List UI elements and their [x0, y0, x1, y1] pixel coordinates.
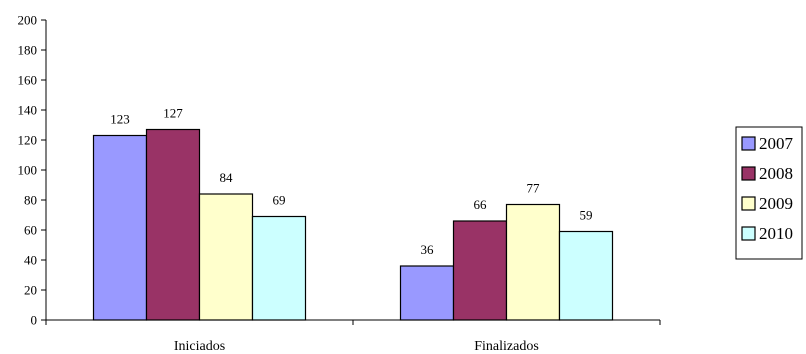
bar-2009-iniciados — [198, 193, 254, 321]
y-tick-label: 100 — [18, 163, 38, 178]
legend: 2007 2008 2009 2010 — [735, 126, 803, 260]
data-label: 77 — [527, 181, 541, 196]
y-tick-label: 40 — [24, 253, 37, 268]
data-label: 123 — [110, 112, 130, 127]
legend-swatch-2008 — [741, 166, 756, 181]
bars — [92, 128, 614, 321]
y-tick-label: 20 — [24, 283, 37, 298]
bar-2007-finalizados — [399, 265, 455, 321]
data-label: 84 — [220, 170, 234, 185]
y-tick-label: 80 — [24, 193, 37, 208]
bar-2007-iniciados — [92, 134, 148, 321]
y-tick-label: 160 — [18, 73, 38, 88]
legend-label-2007: 2007 — [759, 134, 794, 153]
y-axis-ticks: 0 20 40 60 80 100 120 140 160 180 200 — [18, 13, 46, 328]
data-label: 59 — [580, 208, 593, 223]
legend-swatch-2010 — [741, 226, 756, 241]
bar-2008-iniciados — [145, 128, 201, 321]
bar-2009-finalizados — [505, 203, 561, 321]
y-tick-label: 0 — [31, 313, 38, 328]
y-tick-label: 60 — [24, 223, 37, 238]
legend-label-2009: 2009 — [759, 194, 793, 213]
data-label: 69 — [273, 193, 286, 208]
y-tick-label: 180 — [18, 43, 38, 58]
y-tick-label: 140 — [18, 103, 38, 118]
x-category-label: Finalizados — [474, 339, 539, 354]
legend-swatch-2009 — [741, 196, 756, 211]
legend-swatch-2007 — [741, 136, 756, 151]
y-tick-label: 200 — [18, 13, 38, 28]
data-label: 36 — [421, 242, 435, 257]
x-axis-labels: Iniciados Finalizados — [174, 339, 539, 354]
data-label: 127 — [163, 106, 183, 121]
y-tick-label: 120 — [18, 133, 38, 148]
data-label: 66 — [474, 197, 488, 212]
bar-2008-finalizados — [452, 220, 508, 321]
data-labels: 123 127 84 69 36 66 77 59 — [110, 106, 592, 258]
legend-label-2008: 2008 — [759, 164, 793, 183]
x-category-label: Iniciados — [174, 339, 225, 354]
bar-2010-iniciados — [251, 215, 307, 321]
bar-2010-finalizados — [558, 230, 614, 321]
legend-label-2010: 2010 — [759, 224, 793, 243]
